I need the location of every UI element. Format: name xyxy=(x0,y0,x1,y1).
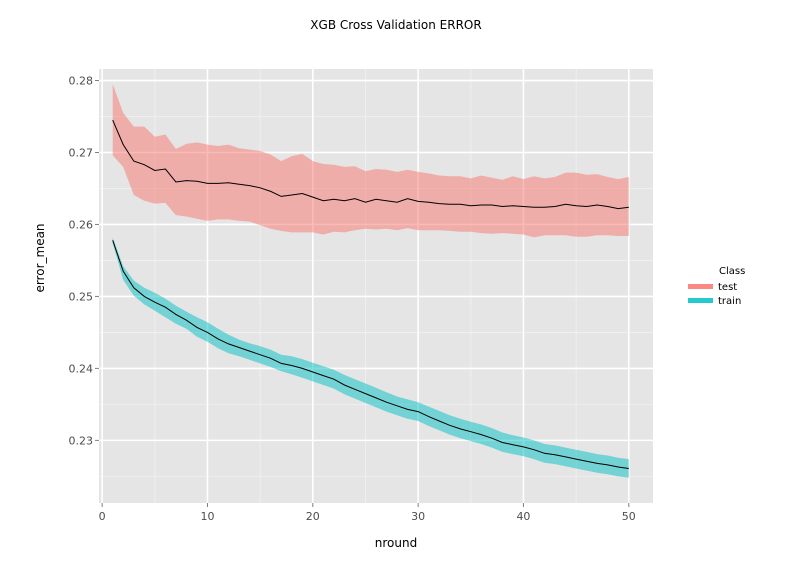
y-axis-label: error_mean xyxy=(33,223,47,292)
x-tick-label: 10 xyxy=(200,510,214,523)
x-tick-label: 20 xyxy=(306,510,320,523)
confidence-bands xyxy=(112,84,629,478)
chart-title: XGB Cross Validation ERROR xyxy=(310,18,481,32)
y-tick-label: 0.28 xyxy=(69,75,94,88)
plot-panel xyxy=(99,69,653,503)
mean-line-train xyxy=(112,240,629,469)
x-axis: 0 10 20 30 40 50 xyxy=(99,503,636,523)
y-tick-label: 0.26 xyxy=(69,218,94,231)
y-tick-label: 0.25 xyxy=(69,290,94,303)
band-train xyxy=(112,237,629,478)
x-axis-label: nround xyxy=(375,536,417,550)
legend-title: Class xyxy=(719,266,745,277)
band-test xyxy=(112,84,629,238)
y-tick-label: 0.27 xyxy=(69,146,94,159)
x-tick-label: 0 xyxy=(99,510,106,523)
legend-label-train: train xyxy=(718,296,741,307)
major-gridlines xyxy=(99,69,653,503)
legend-swatch-train xyxy=(688,298,713,303)
x-tick-label: 30 xyxy=(411,510,425,523)
y-tick-label: 0.23 xyxy=(69,434,94,447)
x-tick-label: 40 xyxy=(516,510,530,523)
y-axis: 0.23 0.24 0.25 0.26 0.27 0.28 xyxy=(69,75,99,447)
y-tick-label: 0.24 xyxy=(69,362,94,375)
mean-line-test xyxy=(112,119,629,210)
x-tick-label: 50 xyxy=(622,510,636,523)
legend-swatch-test xyxy=(688,284,713,289)
legend: Class test train xyxy=(688,266,745,307)
mean-lines xyxy=(112,119,629,469)
legend-label-test: test xyxy=(718,282,737,293)
